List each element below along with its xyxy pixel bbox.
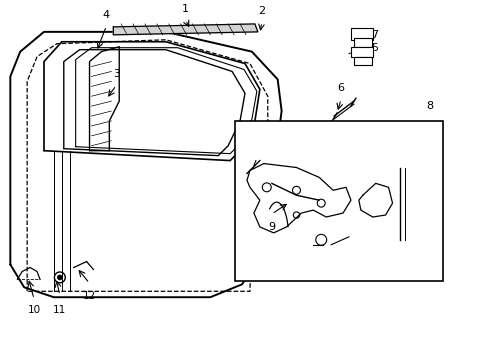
Text: 8: 8 xyxy=(426,101,433,111)
Circle shape xyxy=(57,275,62,280)
Text: 1: 1 xyxy=(182,4,189,14)
Bar xyxy=(235,121,442,282)
Bar xyxy=(353,38,371,47)
Text: 11: 11 xyxy=(53,305,66,315)
Text: 6: 6 xyxy=(337,83,344,93)
Text: 4: 4 xyxy=(102,10,110,20)
Bar xyxy=(353,57,371,64)
Text: 7: 7 xyxy=(370,30,377,40)
Text: 10: 10 xyxy=(27,305,41,315)
Text: 2: 2 xyxy=(258,6,265,16)
Polygon shape xyxy=(113,24,257,35)
Text: 3: 3 xyxy=(113,69,120,80)
Text: 12: 12 xyxy=(83,291,96,301)
Bar xyxy=(350,28,372,40)
Bar xyxy=(350,47,372,57)
Text: 5: 5 xyxy=(370,43,377,53)
Text: 9: 9 xyxy=(267,222,275,232)
